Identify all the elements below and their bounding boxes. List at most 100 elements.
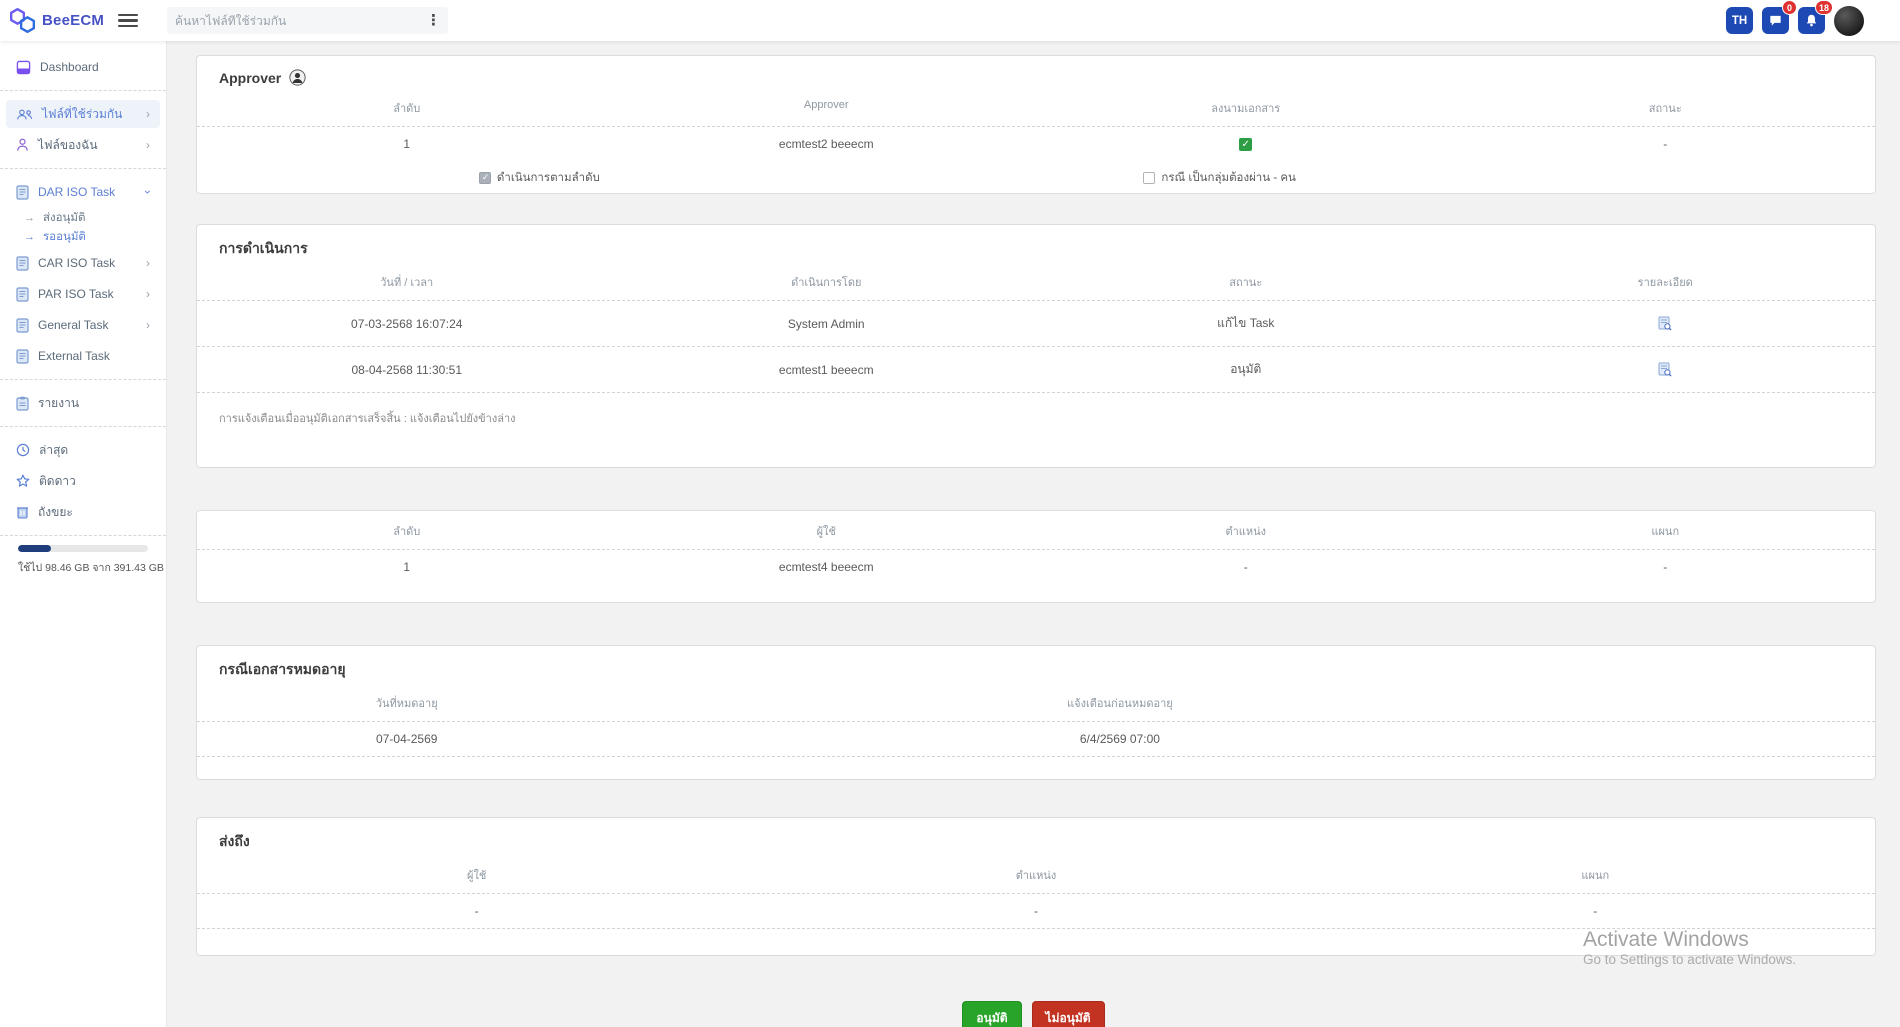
cell-detail [1456,304,1876,343]
document-icon [16,348,29,364]
column-header: วันที่หมดอายุ [375,698,438,710]
sidebar-item-label: Dashboard [40,60,99,74]
sidebar-item-label: General Task [38,318,109,332]
notify-users-card: ลำดับ ผู้ใช้ ตำแหน่ง แผนก 1 ecmtest4 bee… [196,510,1876,603]
clock-icon [16,443,30,457]
expiry-card: กรณีเอกสารหมดอายุ วันที่หมดอายุ แจ้งเตือ… [196,645,1876,780]
sidebar-item-label: ไฟล์ของฉัน [38,137,98,152]
sidebar-item-my-files[interactable]: ไฟล์ของฉัน › [6,131,160,159]
chevron-down-icon: › [141,190,155,194]
main-content: Approver ลำดับ Approver ลงนามเอกสาร สถาน… [167,41,1900,1027]
sequential-label: ดำเนินการตามลำดับ [496,172,600,184]
chevron-right-icon: › [146,256,150,270]
storage-progress-bar [18,545,148,552]
cell-position: - [1033,904,1038,918]
approver-options-row: ดำเนินการตามลำดับ กรณี เป็นกลุ่มต้องผ่าน… [197,169,1875,193]
cell-position: - [1243,560,1248,574]
sidebar-item-car-iso-task[interactable]: CAR ISO Task › [6,249,160,277]
sidebar-subitem-pending-approval[interactable]: → รออนุมัติ [0,228,166,245]
user-avatar[interactable] [1834,5,1864,36]
sidebar-item-general-task[interactable]: General Task › [6,311,160,339]
search-input[interactable] [175,13,426,28]
cell-detail [1456,350,1876,389]
signed-checkbox-checked[interactable]: ✓ [1239,137,1253,151]
cell-order: 1 [403,137,411,151]
expiry-table-row: 07-04-2569 6/4/2569 07:00 [197,721,1875,756]
sidebar-subitem-send-approval[interactable]: → ส่งอนุมัติ [0,209,166,226]
sidebar-item-trash[interactable]: ถังขยะ [6,498,160,526]
sidebar-item-external-task[interactable]: External Task [6,342,160,370]
storage-usage: ใช้ไป 98.46 GB จาก 391.43 GB [0,545,166,576]
chevron-right-icon: › [146,318,150,332]
storage-progress-fill [18,545,51,552]
group-pass-checkbox[interactable] [1143,172,1156,184]
sidebar-divider [0,535,166,536]
sidebar-subitem-label: รออนุมัติ [43,230,86,243]
cell-status: - [1663,137,1668,151]
column-header: ผู้ใช้ [467,870,487,882]
column-header: ตำแหน่ง [1225,526,1267,538]
cell-datetime: 08-04-2568 11:30:51 [351,362,463,377]
notify-table-header: ลำดับ ผู้ใช้ ตำแหน่ง แผนก [197,511,1875,549]
sidebar-item-reports[interactable]: รายงาน [6,389,160,417]
cell-approver: ecmtest2 beeecm [778,137,874,151]
footer-actions: อนุมัติ ไม่อนุมัติ [167,1001,1900,1027]
sidebar-item-label: ล่าสุด [39,442,69,457]
menu-toggle-icon[interactable] [118,13,139,28]
send-to-table-row: - - - [197,893,1875,928]
send-to-section-title: ส่งถึง [219,833,250,849]
approver-table-header: ลำดับ Approver ลงนามเอกสาร สถานะ [197,88,1875,126]
language-button[interactable]: TH [1726,7,1753,34]
sidebar-item-par-iso-task[interactable]: PAR ISO Task › [6,280,160,308]
search-options-kebab-icon[interactable]: ⋮ [426,12,441,29]
sequential-checkbox[interactable] [478,172,491,184]
sidebar-item-recent[interactable]: ล่าสุด [6,436,160,464]
chevron-right-icon: › [146,138,150,152]
view-detail-icon[interactable] [1658,362,1672,377]
column-header: Approver [803,99,849,111]
cell-order: 1 [403,560,411,574]
bell-icon [1804,13,1819,28]
column-header: แผนก [1581,870,1610,882]
chat-button[interactable]: 0 [1762,0,1797,34]
sidebar-divider [0,90,166,91]
cell-status: แก้ไข Task [1217,316,1275,330]
person-icon [16,138,29,152]
column-header: แผนก [1651,526,1680,538]
column-header: รายละเอียด [1637,277,1693,289]
sidebar-item-starred[interactable]: ติดดาว [6,467,160,495]
search-bar: ⋮ [167,7,448,34]
group-pass-label: กรณี เป็นกลุ่มต้องผ่าน - คน [1161,172,1296,184]
document-icon [16,184,29,200]
approve-button[interactable]: อนุมัติ [962,1001,1022,1027]
storage-usage-label: ใช้ไป 98.46 GB จาก 391.43 GB [18,562,164,574]
document-icon [16,317,29,333]
sidebar-item-shared-files[interactable]: ไฟล์ที่ใช้ร่วมกัน › [6,100,160,128]
document-icon [16,286,29,302]
trash-icon [16,505,29,519]
cell-signed: ✓ [1036,127,1456,161]
sidebar: Dashboard ไฟล์ที่ใช้ร่วมกัน › ไฟล์ของฉัน… [0,41,167,1027]
arrow-right-icon: → [24,211,35,224]
chat-badge: 0 [1782,0,1797,15]
cell-department: - [1593,904,1598,918]
sidebar-item-label: DAR ISO Task [38,185,116,199]
sidebar-item-label: ไฟล์ที่ใช้ร่วมกัน [42,106,123,121]
column-header: ดำเนินการโดย [791,277,862,289]
column-header: สถานะ [1648,103,1682,115]
brand-name: BeeECM [42,12,105,29]
column-header: ลำดับ [393,526,421,538]
view-detail-icon[interactable] [1658,316,1672,331]
cell-status: อนุมัติ [1230,362,1262,376]
notification-button[interactable]: 18 [1798,0,1833,34]
operations-table-row: 07-03-2568 16:07:24 System Admin แก้ไข T… [197,300,1875,346]
sidebar-item-dar-iso-task[interactable]: DAR ISO Task › [6,178,160,206]
expiry-table-header: วันที่หมดอายุ แจ้งเตือนก่อนหมดอายุ [197,683,1875,721]
approver-table-row: 1 ecmtest2 beeecm ✓ - [197,126,1875,161]
chevron-right-icon: › [146,287,150,301]
table-end-divider [197,756,1875,757]
cell-by: ecmtest1 beeecm [778,362,874,377]
sidebar-item-dashboard[interactable]: Dashboard [6,53,160,81]
table-end-divider [197,928,1875,929]
reject-button[interactable]: ไม่อนุมัติ [1031,1001,1105,1027]
